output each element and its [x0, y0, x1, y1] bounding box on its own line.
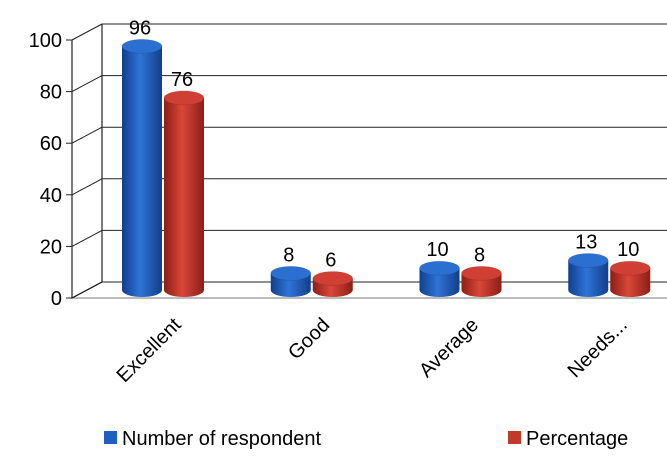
y-tick-label: 60: [40, 133, 62, 155]
data-labels: 96 76 8 6 10 8 13 10: [129, 17, 640, 271]
gridline-diagonal: [71, 23, 103, 41]
bar: [163, 90, 205, 297]
y-tick-label: 20: [40, 236, 62, 258]
data-label: 13: [575, 231, 597, 253]
bar: [461, 266, 502, 297]
legend: Number of respondent Percentage: [104, 428, 628, 450]
y-axis-ticks: 0 20 40 60 80 100: [29, 30, 72, 310]
x-category-label: Average: [415, 314, 483, 382]
gridline-diagonal: [71, 178, 103, 196]
legend-label: Percentage: [526, 428, 628, 450]
y-tick-label: 0: [51, 288, 62, 310]
legend-item: Percentage: [508, 428, 628, 450]
x-category-label: Good: [284, 314, 334, 364]
x-category-label: Excellent: [113, 314, 186, 387]
x-category-label: Needs...: [564, 314, 632, 382]
data-label: 6: [325, 250, 336, 272]
data-label: 8: [474, 244, 485, 266]
gridline-diagonal: [71, 229, 103, 247]
gridline-diagonal: [71, 126, 103, 144]
gridline-diagonal: [71, 281, 103, 299]
data-label: 10: [617, 239, 639, 261]
gridline-diagonal: [71, 75, 103, 93]
bar: [270, 266, 312, 297]
bars: [121, 39, 651, 297]
legend-label: Number of respondent: [122, 428, 321, 450]
y-tick-label: 80: [40, 82, 62, 104]
bar: [609, 260, 651, 297]
x-axis-categories: Excellent Good Average Needs...: [113, 314, 632, 387]
side-wall: [71, 24, 103, 299]
y-tick-label: 100: [29, 30, 62, 52]
bar: [121, 39, 163, 297]
bar: [419, 260, 460, 297]
y-tick-label: 40: [40, 185, 62, 207]
bar: [567, 253, 609, 297]
data-label: 10: [426, 239, 448, 261]
bar: [312, 271, 354, 297]
data-label: 8: [283, 244, 294, 266]
legend-item: Number of respondent: [104, 428, 321, 450]
data-label: 76: [171, 69, 193, 91]
legend-swatch: [508, 431, 521, 444]
data-label: 96: [129, 17, 151, 39]
legend-swatch: [104, 431, 117, 444]
